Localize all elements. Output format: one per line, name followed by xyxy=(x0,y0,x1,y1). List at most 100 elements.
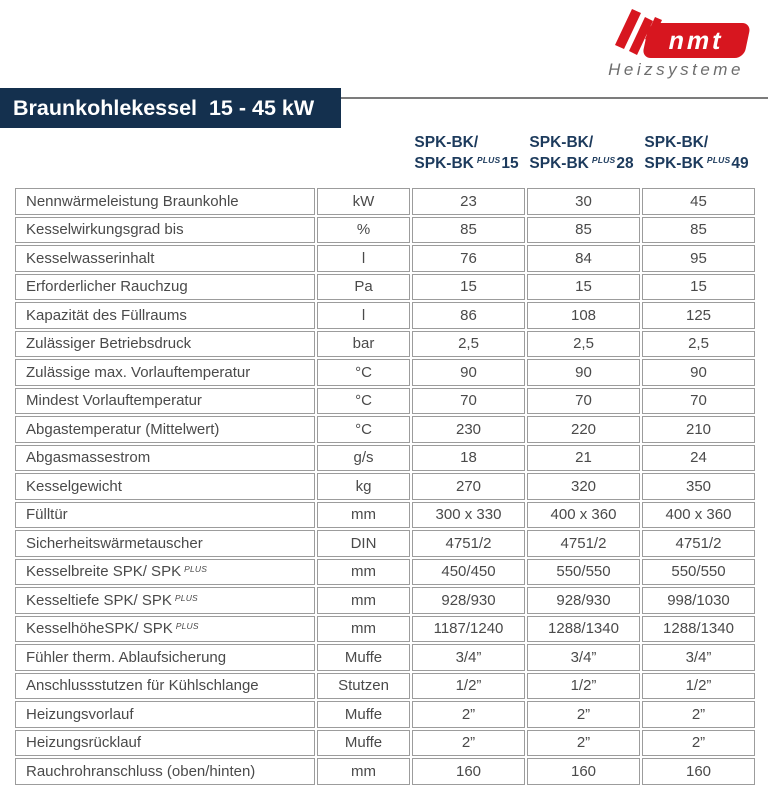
table-row: Rauchrohranschluss (oben/hinten) mm 160 … xyxy=(15,758,755,785)
row-value-49: 350 xyxy=(642,473,755,500)
row-value-49: 95 xyxy=(642,245,755,272)
table-row: Sicherheitswärmetauscher DIN 4751/2 4751… xyxy=(15,530,755,557)
nmt-logo-mark: nmt xyxy=(615,9,750,58)
row-value-49: 4751/2 xyxy=(642,530,755,557)
product-model-number: 15 xyxy=(501,155,519,172)
row-value-49: 210 xyxy=(642,416,755,443)
row-label: Heizungsrücklauf xyxy=(15,729,315,756)
row-value-49: 125 xyxy=(642,302,755,329)
row-value-49: 1/2” xyxy=(642,672,755,699)
product-model-number: 28 xyxy=(616,155,634,172)
table-row: Heizungsvorlauf Muffe 2” 2” 2” xyxy=(15,701,755,728)
plus-superscript: PLUS xyxy=(706,155,731,165)
row-label: Heizungsvorlauf xyxy=(15,701,315,728)
table-row: Zulässige max. Vorlauftemperatur °C 90 9… xyxy=(15,359,755,386)
product-header-line2: SPK-BK PLUS28 xyxy=(529,155,634,172)
row-value-15: 1187/1240 xyxy=(412,615,525,642)
row-unit: % xyxy=(317,216,410,243)
table-row: Kesseltiefe SPK/ SPK PLUS mm 928/930 928/… xyxy=(15,587,755,614)
table-row: Kapazität des Füllraums l 86 108 125 xyxy=(15,302,755,329)
row-value-49: 400 x 360 xyxy=(642,501,755,528)
row-label: Kesselwirkungsgrad bis xyxy=(15,216,315,243)
row-value-28: 85 xyxy=(527,216,640,243)
product-header-line2: SPK-BK PLUS15 xyxy=(414,155,519,172)
table-row: Anschlussstutzen für Kühlschlange Stutze… xyxy=(15,672,755,699)
row-value-15: 1/2” xyxy=(412,672,525,699)
row-value-49: 160 xyxy=(642,758,755,785)
table-row: Kesselgewicht kg 270 320 350 xyxy=(15,473,755,500)
row-unit: Pa xyxy=(317,273,410,300)
row-label: KesselhöheSPK/ SPK PLUS xyxy=(15,615,315,642)
row-value-15: 18 xyxy=(412,444,525,471)
row-value-28: 70 xyxy=(527,387,640,414)
row-unit: l xyxy=(317,245,410,272)
row-value-15: 85 xyxy=(412,216,525,243)
row-value-49: 2” xyxy=(642,701,755,728)
row-value-28: 15 xyxy=(527,273,640,300)
row-value-28: 320 xyxy=(527,473,640,500)
row-value-28: 550/550 xyxy=(527,558,640,585)
product-header-line1: SPK-BK/ xyxy=(644,134,709,151)
product-header-line2: SPK-BK PLUS49 xyxy=(644,155,749,172)
row-value-15: 2” xyxy=(412,701,525,728)
row-label: Nennwärmeleistung Braunkohle xyxy=(15,188,315,215)
row-value-15: 2” xyxy=(412,729,525,756)
table-row: Abgastemperatur (Mittelwert) °C 230 220 … xyxy=(15,416,755,443)
row-value-28: 220 xyxy=(527,416,640,443)
product-model-number: 49 xyxy=(731,155,749,172)
row-value-49: 70 xyxy=(642,387,755,414)
row-value-15: 450/450 xyxy=(412,558,525,585)
row-unit: °C xyxy=(317,416,410,443)
row-value-15: 86 xyxy=(412,302,525,329)
row-value-28: 84 xyxy=(527,245,640,272)
row-value-49: 998/1030 xyxy=(642,587,755,614)
row-value-28: 2” xyxy=(527,701,640,728)
table-row: Fühler therm. Ablaufsicherung Muffe 3/4”… xyxy=(15,644,755,671)
row-value-15: 90 xyxy=(412,359,525,386)
row-value-15: 2,5 xyxy=(412,330,525,357)
row-value-28: 928/930 xyxy=(527,587,640,614)
row-label: Abgastemperatur (Mittelwert) xyxy=(15,416,315,443)
row-label: Fühler therm. Ablaufsicherung xyxy=(15,644,315,671)
table-row: Kesselwirkungsgrad bis % 85 85 85 xyxy=(15,216,755,243)
row-label: Kapazität des Füllraums xyxy=(15,302,315,329)
row-value-15: 4751/2 xyxy=(412,530,525,557)
spec-table: Nennwärmeleistung Braunkohle kW 23 30 45… xyxy=(13,186,757,787)
row-value-49: 90 xyxy=(642,359,755,386)
row-unit: mm xyxy=(317,758,410,785)
row-value-15: 76 xyxy=(412,245,525,272)
row-unit: l xyxy=(317,302,410,329)
row-value-15: 230 xyxy=(412,416,525,443)
table-row: Kesselbreite SPK/ SPK PLUS mm 450/450 550… xyxy=(15,558,755,585)
nmt-logo: nmt Heizsysteme xyxy=(598,5,754,80)
row-unit: Muffe xyxy=(317,644,410,671)
row-unit: kW xyxy=(317,188,410,215)
product-header-15: SPK-BK/ SPK-BK PLUS15 xyxy=(410,132,523,174)
row-unit: Stutzen xyxy=(317,672,410,699)
row-value-28: 30 xyxy=(527,188,640,215)
row-value-49: 2,5 xyxy=(642,330,755,357)
row-value-49: 3/4” xyxy=(642,644,755,671)
spec-table-body: Nennwärmeleistung Braunkohle kW 23 30 45… xyxy=(15,188,755,785)
row-value-28: 21 xyxy=(527,444,640,471)
row-unit: mm xyxy=(317,587,410,614)
row-label: Abgasmassestrom xyxy=(15,444,315,471)
row-label: Kesseltiefe SPK/ SPK PLUS xyxy=(15,587,315,614)
table-row: Nennwärmeleistung Braunkohle kW 23 30 45 xyxy=(15,188,755,215)
product-header-line1: SPK-BK/ xyxy=(529,134,594,151)
logo-subtitle: Heizsysteme xyxy=(608,60,744,79)
row-unit: DIN xyxy=(317,530,410,557)
row-value-28: 4751/2 xyxy=(527,530,640,557)
row-label: Sicherheitswärmetauscher xyxy=(15,530,315,557)
plus-superscript: PLUS xyxy=(476,155,501,165)
product-header-49: SPK-BK/ SPK-BK PLUS49 xyxy=(640,132,753,174)
row-value-49: 24 xyxy=(642,444,755,471)
row-value-49: 1288/1340 xyxy=(642,615,755,642)
row-unit: mm xyxy=(317,501,410,528)
row-unit: kg xyxy=(317,473,410,500)
table-row: Kesselwasserinhalt l 76 84 95 xyxy=(15,245,755,272)
row-value-15: 270 xyxy=(412,473,525,500)
row-value-28: 400 x 360 xyxy=(527,501,640,528)
row-value-49: 45 xyxy=(642,188,755,215)
